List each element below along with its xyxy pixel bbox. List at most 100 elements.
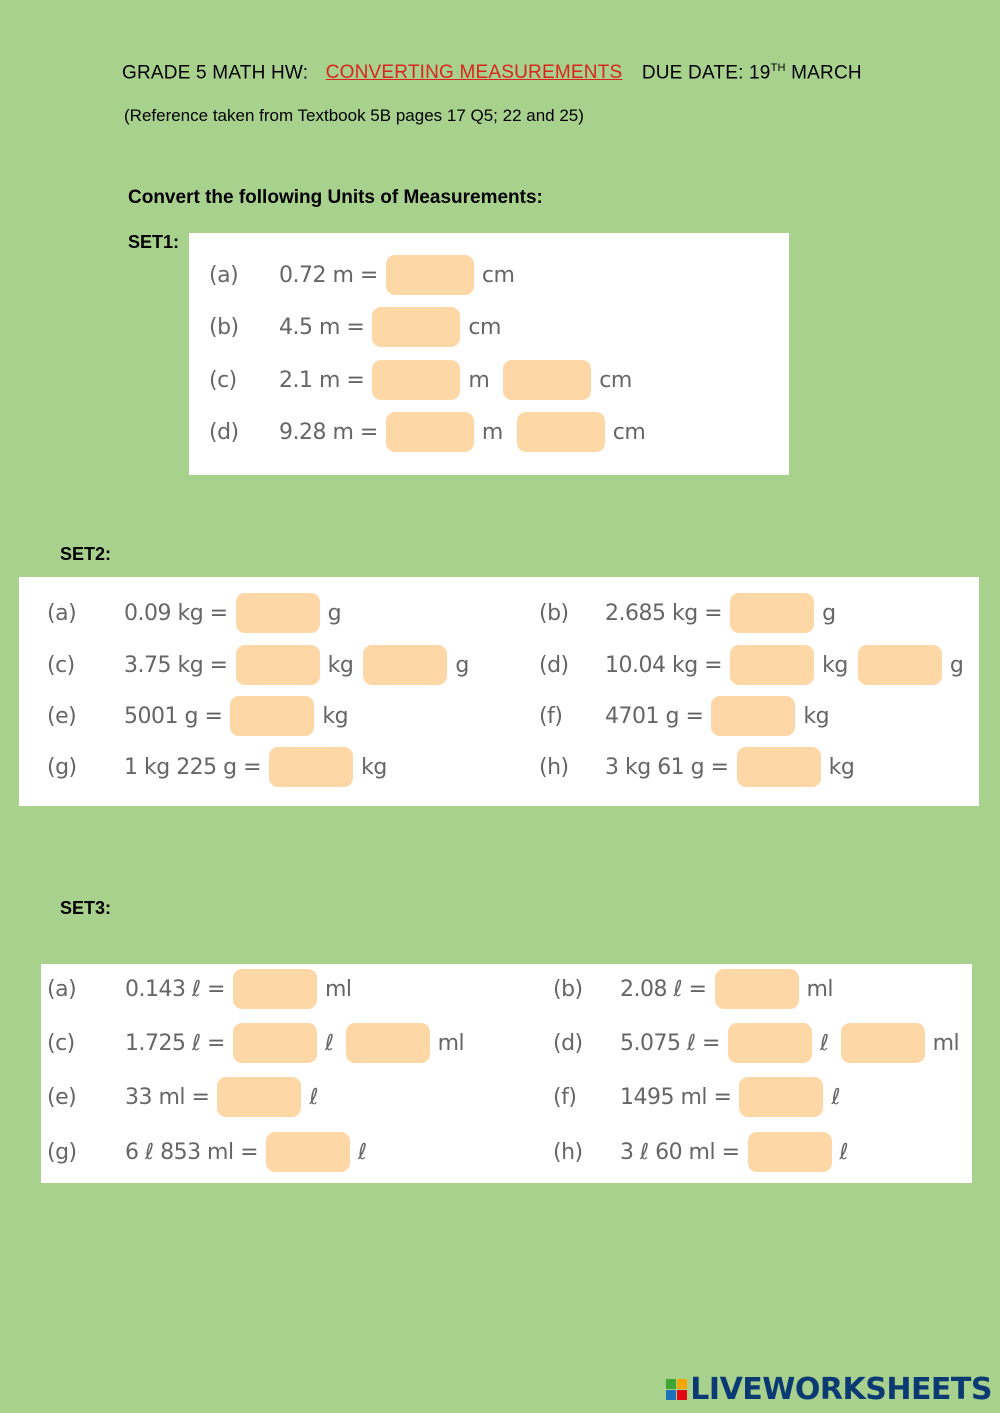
logo-square — [677, 1390, 688, 1400]
answer-box[interactable] — [230, 696, 315, 736]
item-expression: 5001 g = — [124, 703, 223, 729]
item-letter: (a) — [47, 976, 77, 1002]
answer-box[interactable] — [728, 1023, 812, 1063]
set3-item-f: (f) 1495 ml = ℓ — [553, 1077, 841, 1117]
item-unit: kg — [828, 754, 855, 780]
set3-label: SET3: — [60, 898, 112, 918]
set3-item-g: (g) 6 ℓ 853 ml = ℓ — [47, 1132, 367, 1172]
answer-box[interactable] — [363, 645, 448, 685]
item-expression: 2.1 m = — [279, 367, 365, 393]
answer-box[interactable] — [714, 969, 799, 1009]
set3-item-c: (c) 1.725 ℓ = ℓ ml — [47, 1023, 465, 1063]
item-unit: kg — [322, 703, 349, 729]
answer-box[interactable] — [857, 645, 942, 685]
item-expression: 5.075 ℓ = — [620, 1030, 721, 1056]
due-date-sup: TH — [770, 62, 786, 74]
answer-box[interactable] — [736, 747, 821, 787]
item-expression: 2.08 ℓ = — [620, 976, 707, 1002]
answer-box[interactable] — [385, 412, 474, 452]
item-unit: cm — [468, 314, 501, 340]
answer-box[interactable] — [217, 1077, 302, 1117]
item-letter: (c) — [47, 652, 75, 678]
item-expression: 3 kg 61 g = — [605, 754, 729, 780]
set2-item-e: (e) 5001 g = kg — [47, 696, 349, 736]
item-letter: (d) — [209, 419, 239, 445]
set2-item-f: (f) 4701 g = kg — [539, 696, 830, 736]
answer-box[interactable] — [739, 1077, 824, 1117]
item-unit: ℓ — [358, 1139, 367, 1165]
answer-box[interactable] — [372, 307, 461, 347]
answer-box[interactable] — [233, 969, 317, 1009]
item-expression: 4.5 m = — [279, 314, 365, 340]
item-expression: 3 ℓ 60 ml = — [620, 1139, 740, 1165]
answer-box[interactable] — [345, 1023, 430, 1063]
item-expression: 10.04 kg = — [605, 652, 723, 678]
set1-panel: (a) 0.72 m = cm (b) 4.5 m = cm (c) 2.1 m… — [189, 233, 789, 475]
logo-square — [666, 1379, 677, 1389]
item-unit: ml — [806, 976, 834, 1002]
item-unit: ℓ — [820, 1030, 829, 1056]
item-expression: 9.28 m = — [279, 419, 378, 445]
set3-item-a: (a) 0.143 ℓ = ml — [47, 969, 352, 1009]
set2-item-g: (g) 1 kg 225 g = kg — [47, 747, 387, 787]
answer-box[interactable] — [385, 255, 474, 295]
answer-box[interactable] — [372, 360, 461, 400]
answer-box[interactable] — [235, 593, 320, 633]
item-unit: ℓ — [839, 1139, 849, 1165]
set2-item-b: (b) 2.685 kg = g — [539, 593, 836, 633]
set1-item-b: (b) 4.5 m = cm — [209, 307, 501, 347]
item-expression: 0.72 m = — [279, 262, 378, 288]
item-unit: g — [327, 600, 342, 626]
due-date-prefix: DUE DATE: 19 — [641, 62, 771, 84]
answer-box[interactable] — [503, 360, 592, 400]
answer-box[interactable] — [269, 747, 354, 787]
item-expression: 1495 ml = — [620, 1084, 732, 1110]
item-unit: cm — [612, 419, 646, 445]
item-letter: (b) — [553, 976, 583, 1002]
item-letter: (e) — [47, 1084, 77, 1110]
item-expression: 4701 g = — [605, 703, 704, 729]
item-unit: m — [468, 367, 490, 393]
answer-box[interactable] — [711, 696, 796, 736]
logo-text: LIVEWORKSHEETS — [690, 1372, 992, 1407]
item-letter: (c) — [47, 1030, 75, 1056]
item-expression: 1.725 ℓ = — [125, 1030, 226, 1056]
answer-box[interactable] — [266, 1132, 351, 1172]
logo-square — [666, 1390, 677, 1400]
item-unit: kg — [327, 652, 354, 678]
answer-box[interactable] — [516, 412, 605, 452]
item-unit: g — [455, 652, 469, 678]
item-unit: ℓ — [309, 1084, 319, 1110]
answer-box[interactable] — [730, 593, 815, 633]
set1-label: SET1: — [128, 232, 180, 252]
answer-box[interactable] — [233, 1023, 317, 1063]
answer-box[interactable] — [235, 645, 320, 685]
item-unit: kg — [822, 652, 848, 678]
instruction: Convert the following Units of Measureme… — [128, 187, 543, 208]
set2-item-a: (a) 0.09 kg = g — [47, 593, 342, 633]
set3-panel: (a) 0.143 ℓ = ml (b) 2.08 ℓ = ml (c) 1.7… — [41, 964, 972, 1183]
item-letter: (g) — [47, 754, 77, 780]
item-letter: (f) — [539, 703, 563, 729]
answer-box[interactable] — [840, 1023, 925, 1063]
item-unit: g — [822, 600, 836, 626]
answer-box[interactable] — [747, 1132, 832, 1172]
set2-panel: (a) 0.09 kg = g (b) 2.685 kg = g (c) 3.7… — [19, 577, 979, 806]
set3-item-e: (e) 33 ml = ℓ — [47, 1077, 319, 1117]
item-letter: (g) — [47, 1139, 77, 1165]
set1-item-d: (d) 9.28 m = m cm — [209, 412, 646, 452]
item-unit: cm — [599, 367, 632, 393]
item-letter: (h) — [553, 1139, 583, 1165]
set2-item-c: (c) 3.75 kg = kg g — [47, 645, 469, 685]
set3-item-d: (d) 5.075 ℓ = ℓ ml — [553, 1023, 960, 1063]
set2-label: SET2: — [60, 544, 112, 564]
item-unit: cm — [481, 262, 515, 288]
header-prefix: GRADE 5 MATH HW: — [122, 62, 309, 84]
item-unit: ℓ — [325, 1030, 334, 1056]
liveworksheets-logo[interactable]: LIVEWORKSHEETS — [666, 1372, 992, 1407]
item-expression: 0.09 kg = — [124, 600, 228, 626]
answer-box[interactable] — [730, 645, 815, 685]
item-letter: (f) — [553, 1084, 577, 1110]
item-unit: ml — [437, 1030, 465, 1056]
reference-note: (Reference taken from Textbook 5B pages … — [124, 106, 584, 125]
